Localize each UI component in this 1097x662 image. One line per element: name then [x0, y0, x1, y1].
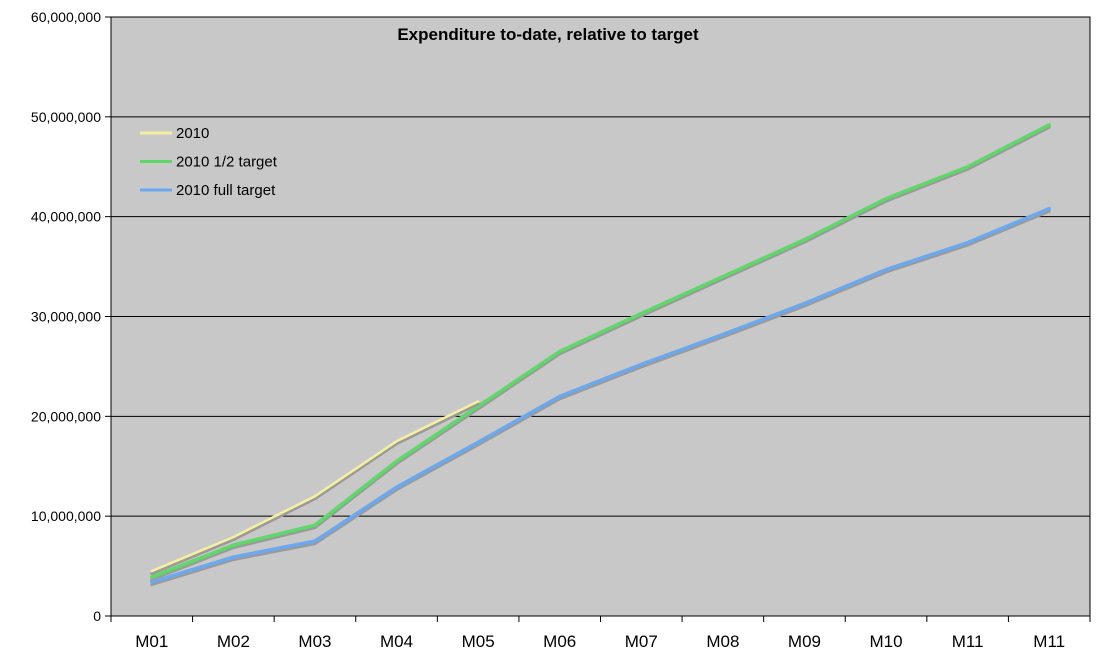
- x-tick-label: M06: [543, 632, 576, 651]
- y-axis-ticks: 0 10,000,000 20,000,000 30,000,000 40,000,00…: [31, 9, 111, 624]
- y-tick-label: 0: [93, 608, 101, 624]
- x-tick-label: M04: [380, 632, 413, 651]
- series-lines: [150, 123, 1051, 587]
- x-axis-ticks: M01 M02 M03 M04 M05 M06 M07 M08 M09 M10 M11 M11: [110, 616, 1091, 651]
- x-tick-label: M01: [135, 632, 168, 651]
- legend-label: 2010: [176, 125, 209, 142]
- chart-title: Expenditure to-date, relative to target: [397, 25, 699, 44]
- legend: 2010 2010 1/2 target 2010 full target: [140, 125, 278, 199]
- x-tick-label: M11: [1033, 632, 1065, 651]
- series-shadow: [150, 209, 1051, 587]
- series-shadow: [150, 125, 1051, 582]
- legend-label: 2010 1/2 target: [176, 154, 278, 171]
- y-tick-label: 10,000,000: [31, 508, 101, 524]
- x-tick-label: M02: [217, 632, 250, 651]
- series-shadow: [150, 402, 480, 576]
- x-tick-label: M11: [952, 632, 984, 651]
- series-line-1: [150, 400, 480, 573]
- x-tick-label: M10: [870, 632, 903, 651]
- y-tick-label: 40,000,000: [31, 209, 101, 225]
- series-line-3: [150, 206, 1051, 584]
- y-tick-label: 20,000,000: [31, 408, 101, 424]
- x-tick-label: M05: [462, 632, 495, 651]
- y-tick-label: 30,000,000: [31, 309, 101, 325]
- x-tick-label: M08: [706, 632, 739, 651]
- legend-label: 2010 full target: [176, 182, 276, 199]
- x-tick-label: M03: [298, 632, 331, 651]
- x-tick-label: M09: [788, 632, 821, 651]
- x-tick-label: M07: [625, 632, 658, 651]
- y-tick-label: 60,000,000: [31, 9, 101, 25]
- y-tick-label: 50,000,000: [31, 109, 101, 125]
- series-line-2: [150, 123, 1051, 579]
